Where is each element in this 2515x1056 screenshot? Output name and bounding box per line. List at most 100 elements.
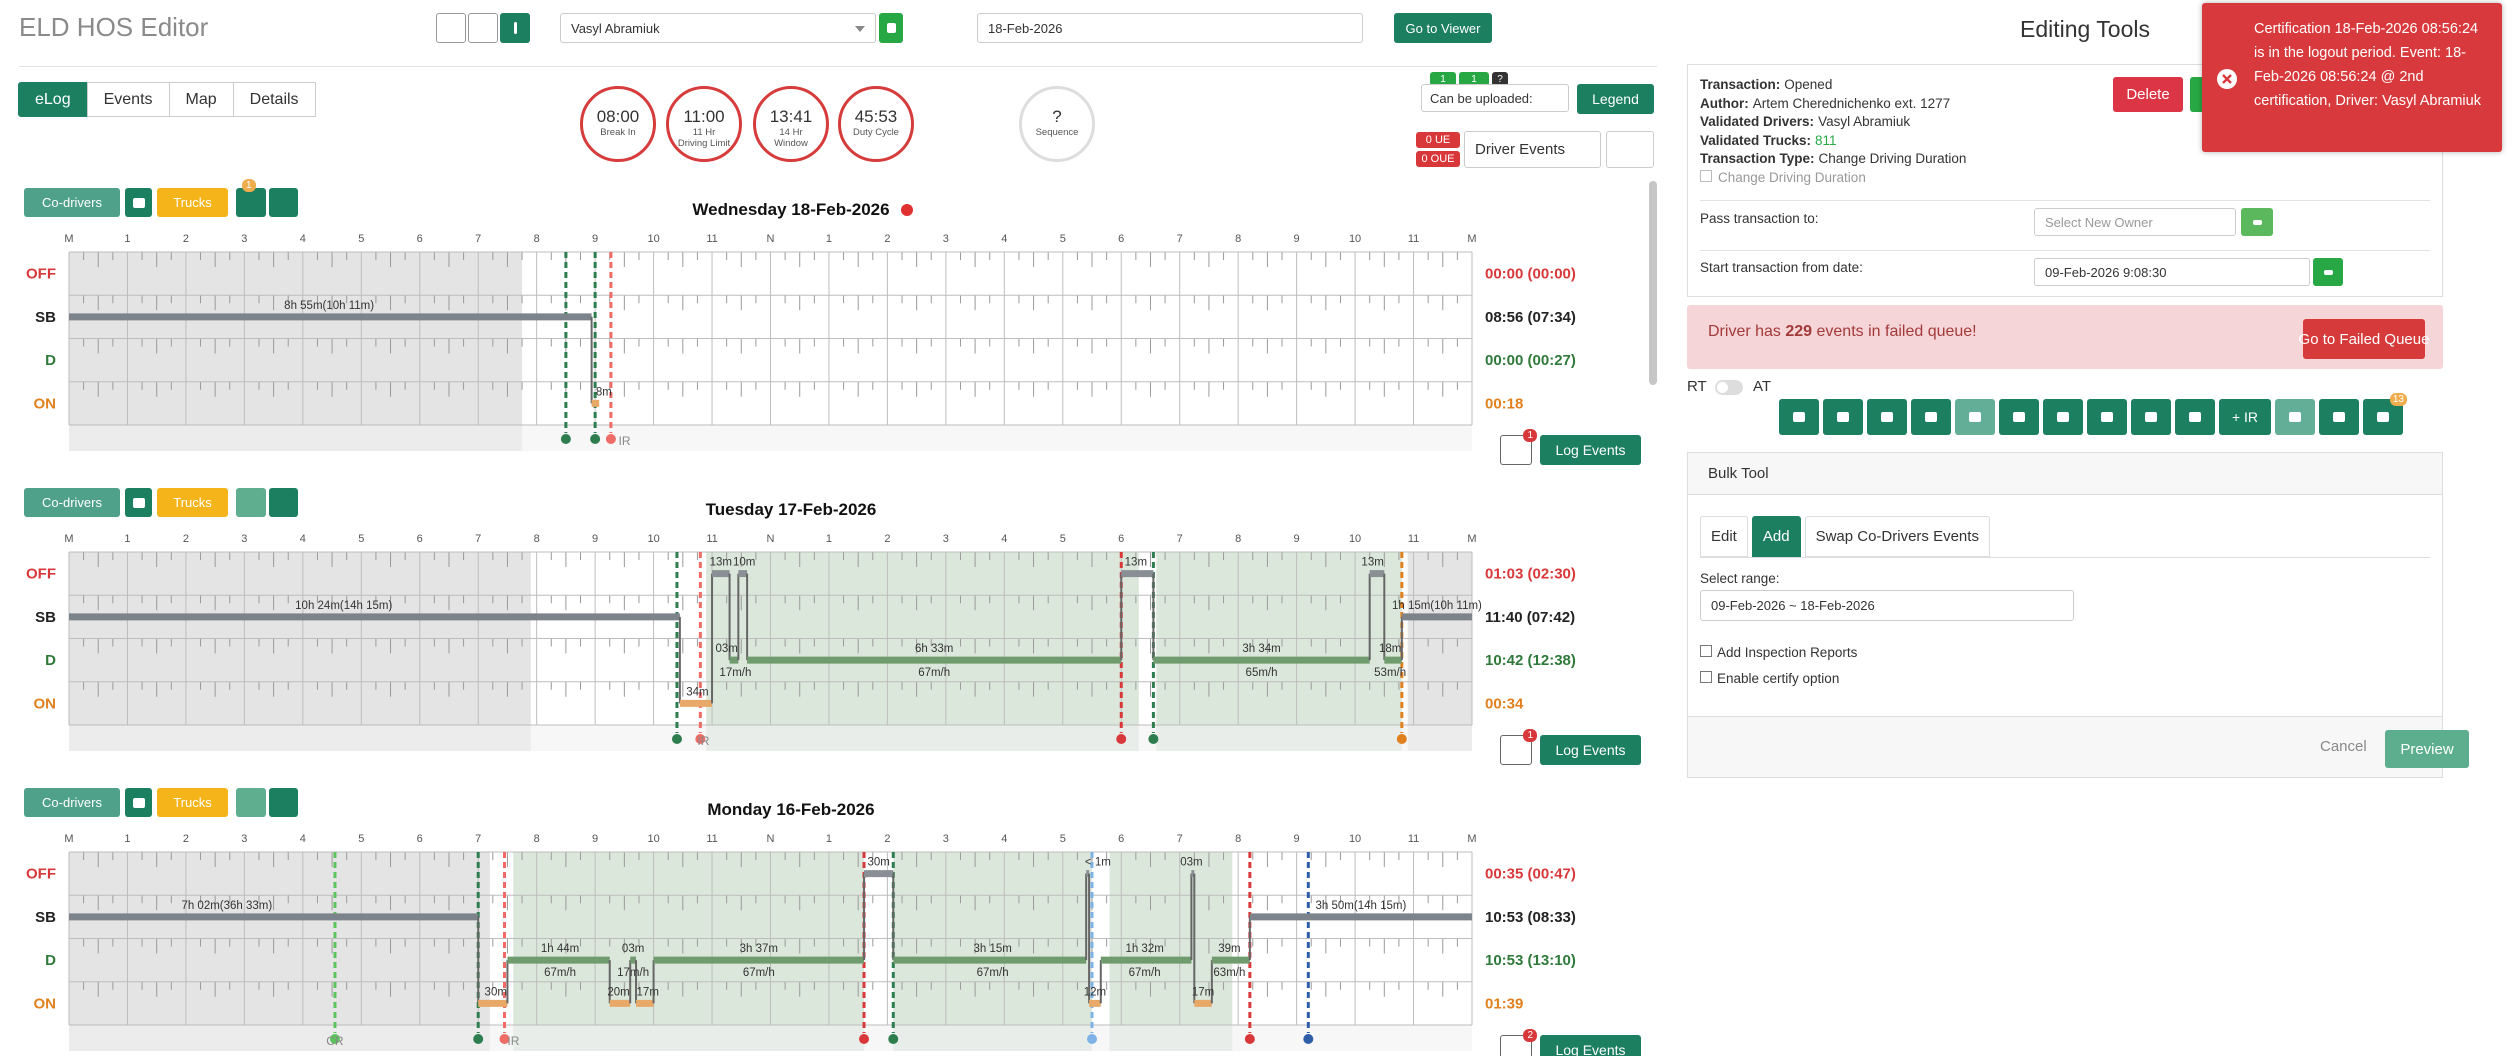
hour-label: 1 xyxy=(826,233,832,245)
range-input[interactable]: 09-Feb-2026 ~ 18-Feb-2026 xyxy=(1700,590,2074,621)
tool-button[interactable] xyxy=(2131,399,2171,435)
bulk-option[interactable]: Add Inspection Reports xyxy=(1700,640,1857,666)
duration-label: 20m xyxy=(607,986,629,998)
truck-button[interactable] xyxy=(125,188,152,217)
gauge: 08:00 Break In xyxy=(580,86,656,162)
tab[interactable]: Events xyxy=(86,82,170,117)
tool-button[interactable] xyxy=(1911,399,1951,435)
log-events-button[interactable]: Log Events xyxy=(1540,1035,1641,1056)
hour-label: 11 xyxy=(1408,833,1419,845)
duration-label: 30m xyxy=(485,986,507,998)
log-events-button[interactable]: Log Events xyxy=(1540,735,1641,765)
gauge-label: 14 Hr Window xyxy=(774,127,808,149)
driver-select[interactable]: Vasyl Abramiuk xyxy=(560,13,876,43)
go-viewer-button[interactable]: Go to Viewer xyxy=(1394,13,1492,43)
settings-button[interactable] xyxy=(1606,131,1654,168)
status-total: 00:00 (00:00) xyxy=(1485,266,1576,283)
refresh-button[interactable] xyxy=(269,788,298,817)
tool-button[interactable] xyxy=(1867,399,1907,435)
upload-label: Can be uploaded: xyxy=(1430,90,1533,106)
status-total: 01:39 xyxy=(1485,995,1523,1012)
tab[interactable]: eLog xyxy=(18,82,88,117)
tool-button[interactable] xyxy=(1999,399,2039,435)
pass-confirm[interactable] xyxy=(2241,208,2273,236)
hour-label: N xyxy=(767,533,775,545)
gauge-value: 13:41 xyxy=(769,107,813,126)
bulk-option[interactable]: Enable certify option xyxy=(1700,666,1857,692)
legend-button[interactable]: Legend xyxy=(1577,84,1654,114)
alert-button[interactable] xyxy=(236,488,266,517)
log-events-button[interactable]: Log Events xyxy=(1540,435,1641,465)
hour-label: M xyxy=(1467,233,1476,245)
truck-button[interactable] xyxy=(125,488,152,517)
info-label: Validated Drivers: xyxy=(1700,114,1815,129)
status-total: 10:53 (08:33) xyxy=(1485,909,1576,926)
status-label: ON xyxy=(34,695,57,712)
driver-events-select[interactable]: Driver Events xyxy=(1464,131,1601,168)
trucks-button[interactable]: Trucks xyxy=(157,488,228,517)
tool-button[interactable] xyxy=(2087,399,2127,435)
tool-button[interactable] xyxy=(1955,399,1995,435)
driver-button[interactable] xyxy=(879,13,903,43)
start-input[interactable]: 09-Feb-2026 9:08:30 xyxy=(2034,258,2310,286)
bulk-box xyxy=(1687,452,2443,778)
hour-label: 6 xyxy=(417,833,423,845)
tool-button[interactable] xyxy=(1823,399,1863,435)
refresh-button[interactable] xyxy=(269,188,298,217)
cancel-button[interactable]: Cancel xyxy=(2320,738,2367,755)
doc-button[interactable] xyxy=(436,13,466,43)
date-input[interactable]: 18-Feb-2026 xyxy=(977,13,1363,43)
hour-label: N xyxy=(767,233,775,245)
tab[interactable]: Details xyxy=(232,82,316,117)
badge: 1 xyxy=(1459,72,1489,86)
tool-button[interactable] xyxy=(1779,399,1819,435)
tool-button[interactable]: + IR xyxy=(2219,399,2271,435)
chat-badge: 1 xyxy=(1523,429,1537,442)
codrivers-button[interactable]: Co-drivers xyxy=(24,188,120,217)
tool-button[interactable] xyxy=(2319,399,2359,435)
hour-label: 7 xyxy=(1177,233,1183,245)
alert-button[interactable] xyxy=(236,788,266,817)
tool-button[interactable] xyxy=(2275,399,2315,435)
bulk-tab[interactable]: Add xyxy=(1751,516,1801,557)
rt-toggle[interactable] xyxy=(1715,380,1743,395)
duration-label: 17m xyxy=(637,986,659,998)
delete-button[interactable]: Delete xyxy=(2113,77,2183,112)
info-button[interactable] xyxy=(500,13,530,43)
bulk-tab[interactable]: Swap Co-Drivers Events xyxy=(1804,516,1990,557)
tool-button[interactable] xyxy=(2043,399,2083,435)
strip xyxy=(69,1025,1472,1051)
alert-button[interactable]: 1 xyxy=(236,179,266,217)
codrivers-button[interactable]: Co-drivers xyxy=(24,788,120,817)
start-confirm[interactable] xyxy=(2313,258,2343,286)
info-value: Change Driving Duration xyxy=(1818,151,1967,166)
checkbox-label: Change Driving Duration xyxy=(1718,170,1866,185)
status-total: 08:56 (07:34) xyxy=(1485,309,1576,326)
bulk-tab[interactable]: Edit xyxy=(1700,516,1748,557)
truck-button[interactable] xyxy=(125,788,152,817)
failed-queue-button[interactable]: Go to Failed Queue xyxy=(2299,319,2429,359)
chat-button[interactable]: 2 xyxy=(1500,1029,1537,1056)
tool-button[interactable]: 13 xyxy=(2363,393,2407,435)
codrivers-button[interactable]: Co-drivers xyxy=(24,488,120,517)
hour-label: 8 xyxy=(1235,233,1241,245)
refresh-button[interactable] xyxy=(269,488,298,517)
transaction-info: Transaction: Opened Author: Artem Cherednic… xyxy=(1700,76,1966,169)
tab[interactable]: Map xyxy=(168,82,234,117)
tool-icon xyxy=(2333,412,2345,422)
hour-label: 4 xyxy=(300,533,306,545)
trucks-button[interactable]: Trucks xyxy=(157,788,228,817)
tool-button[interactable] xyxy=(2175,399,2215,435)
note-button[interactable] xyxy=(468,13,498,43)
hour-label: 1 xyxy=(124,833,130,845)
trucks-button[interactable]: Trucks xyxy=(157,188,228,217)
preview-button[interactable]: Preview xyxy=(2385,730,2469,768)
gauge: 45:53 Duty Cycle xyxy=(838,86,914,162)
upload-select[interactable]: Can be uploaded: xyxy=(1421,84,1569,112)
hour-label: 6 xyxy=(417,233,423,245)
chat-button[interactable]: 1 xyxy=(1500,729,1537,765)
sequence-gauge: ? Sequence xyxy=(1019,86,1095,162)
owner-select[interactable]: Select New Owner xyxy=(2034,208,2236,236)
chat-button[interactable]: 1 xyxy=(1500,429,1537,465)
